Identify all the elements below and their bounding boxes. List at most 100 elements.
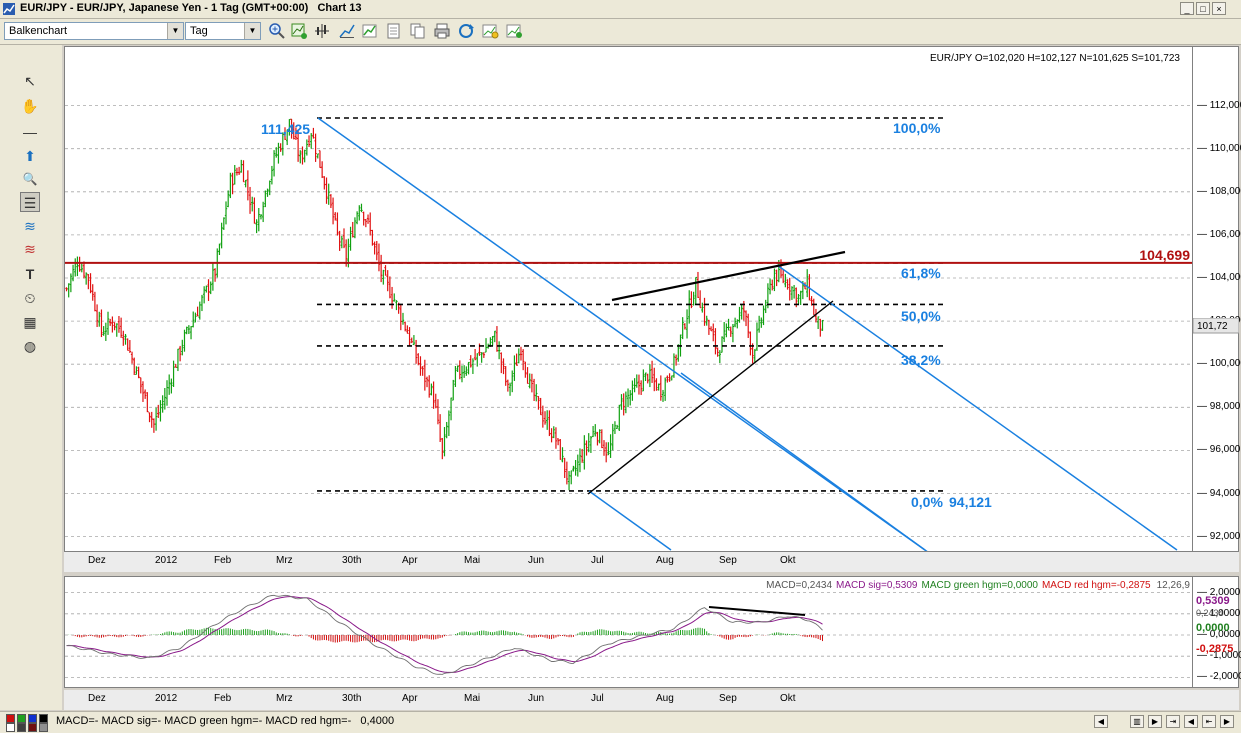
scroll-end-button[interactable]: ⇥ <box>1166 715 1180 728</box>
fibonacci-icon[interactable]: ≋ <box>24 218 36 234</box>
channel-line-upper <box>317 117 928 551</box>
period-select[interactable]: Tag ▼ <box>185 22 261 40</box>
copy-icon[interactable] <box>409 22 427 40</box>
macd-panel[interactable]: MACD=0,2434 MACD sig=0,5309 MACD green hgm… <box>64 576 1193 688</box>
macd-red-label: MACD red hgm=-0,2875 <box>1042 580 1151 591</box>
settings-icon[interactable] <box>481 22 499 40</box>
zoom-out-button[interactable]: ▥ <box>1130 715 1144 728</box>
y-tick-label: — 108,000 <box>1197 185 1241 197</box>
title-bar: EUR/JPY - EUR/JPY, Japanese Yen - 1 Tag … <box>0 0 1241 19</box>
fib-618-label: 61,8% <box>901 265 941 281</box>
price-chart[interactable]: 111,425 100,0% 61,8% 50,0% 38,2% 0,0% 94,121 10… <box>64 46 1193 552</box>
scroll-back-button[interactable]: ◀ <box>1184 715 1198 728</box>
x-tick-label: Jul <box>591 555 604 566</box>
refresh-icon[interactable] <box>457 22 475 40</box>
color-swatch-green[interactable] <box>17 714 26 723</box>
zoom-icon[interactable]: 🔍 <box>22 172 38 186</box>
chevron-down-icon[interactable]: ▼ <box>167 23 183 39</box>
macd-y-tick-label: — 0,0000 <box>1197 629 1241 640</box>
macd-axis: — 2,0000 — 1,0000 — 0,0000 — -1,0000 — -2,00… <box>1193 576 1241 688</box>
x-tick-label: 30th <box>342 693 362 704</box>
color-swatch-gray[interactable] <box>39 723 48 732</box>
channel-line-mid <box>680 372 926 551</box>
macd-y-tick-label: — -2,0000 <box>1197 671 1241 683</box>
time-axis: Dez 2012 Feb Mrz 30th Apr Mai Jun Jul Aug Sep Okt <box>64 552 1239 572</box>
page-icon[interactable] <box>385 22 403 40</box>
text-icon[interactable]: T <box>25 266 35 282</box>
alarm-icon[interactable]: ⏲ <box>24 290 36 306</box>
price-axis[interactable]: — 112,000 — 110,000 — 108,000 — 106,000 — 10… <box>1193 46 1241 552</box>
last-price-tag: 101,72 <box>1193 318 1239 334</box>
trend-line-support <box>587 300 834 495</box>
status-legend: MACD=- MACD sig=- MACD green hgm=- MACD … <box>56 715 352 727</box>
print-icon[interactable] <box>433 22 451 40</box>
channel-line-lower <box>588 490 672 551</box>
scroll-right-button[interactable]: ▶ <box>1148 715 1162 728</box>
zoom-in-icon[interactable] <box>268 22 286 40</box>
macd-value-tag: 0,2434 <box>1196 608 1224 618</box>
time-axis-macd: Dez 2012 Feb Mrz 30th Apr Mai Jun Jul Aug Sep Okt <box>64 690 1239 710</box>
close-button[interactable]: × <box>1212 2 1226 15</box>
x-tick-label: Okt <box>780 693 796 704</box>
color-swatch-white[interactable] <box>6 723 15 732</box>
arrow-up-icon[interactable]: ⬆ <box>24 148 36 164</box>
x-tick-label: Mai <box>464 693 481 704</box>
macd-chart-svg: MACD=0,2434 MACD sig=0,5309 MACD green hgm… <box>65 580 1192 678</box>
status-text: MACD=- MACD sig=- MACD green hgm=- MACD … <box>56 715 394 727</box>
chart-type-value: Balkenchart <box>9 25 68 37</box>
x-tick-label: Feb <box>214 555 232 566</box>
fan-icon[interactable]: ≋ <box>24 241 36 257</box>
chart-name: Chart 13 <box>317 2 362 14</box>
last-price: 101,72 <box>1197 321 1228 332</box>
x-tick-label: Sep <box>719 693 737 704</box>
x-tick-label: Sep <box>719 555 737 566</box>
x-tick-label: Okt <box>780 555 796 566</box>
chart-type-select[interactable]: Balkenchart ▼ <box>4 22 184 40</box>
window-title: EUR/JPY - EUR/JPY, Japanese Yen - 1 Tag … <box>20 2 361 14</box>
scroll-left-button[interactable]: ◀ <box>1094 715 1108 728</box>
chevron-down-icon[interactable]: ▼ <box>244 23 260 39</box>
x-tick-label: Aug <box>656 555 674 566</box>
crosshair-icon[interactable] <box>313 22 331 40</box>
line-icon[interactable]: — <box>23 124 37 140</box>
properties-icon[interactable] <box>505 22 523 40</box>
calculator-icon[interactable]: ▦ <box>23 314 37 330</box>
x-tick-label: 2012 <box>155 555 178 566</box>
scroll-start-button[interactable]: ⇤ <box>1202 715 1216 728</box>
y-tick-label: — 104,000 <box>1197 272 1241 283</box>
x-tick-label: Mai <box>464 555 481 566</box>
macd-y-tick-label: — -1,0000 <box>1197 650 1241 662</box>
x-tick-label: 2012 <box>155 693 178 704</box>
color-swatch-blue[interactable] <box>28 714 37 723</box>
price-chart-svg: 111,425 100,0% 61,8% 50,0% 38,2% 0,0% 94,121 10… <box>65 53 1192 551</box>
trend-icon[interactable] <box>361 22 379 40</box>
color-swatch-maroon[interactable] <box>28 723 37 732</box>
x-tick-label: Dez <box>88 555 106 566</box>
paint-icon[interactable]: ◍ <box>23 338 37 354</box>
y-tick-label: — 106,000 <box>1197 228 1241 240</box>
y-tick-label: — 94,000 <box>1197 487 1241 499</box>
minimize-button[interactable]: _ <box>1180 2 1194 15</box>
macd-y-tick-label: — 1,0000 <box>1197 607 1241 619</box>
level-low-label: 94,121 <box>949 494 992 510</box>
draw-line-icon[interactable] <box>338 22 356 40</box>
y-tick-label: — 98,000 <box>1197 401 1241 413</box>
macd-sig-label: MACD sig=0,5309 <box>836 580 918 591</box>
macd-red-tag: -0,2875 <box>1196 643 1234 655</box>
period-value: Tag <box>190 25 208 37</box>
channel-line-short <box>776 264 1178 551</box>
color-swatch-black[interactable] <box>39 714 48 723</box>
scroll-next-button[interactable]: ▶ <box>1220 715 1234 728</box>
ohlc-readout: EUR/JPY O=102,020 H=102,127 N=101,625 S=… <box>930 53 1180 64</box>
x-tick-label: Mrz <box>276 693 293 704</box>
hand-icon[interactable]: ✋ <box>21 98 39 114</box>
color-swatch-dark[interactable] <box>17 723 26 732</box>
indicator-icon[interactable] <box>290 22 308 40</box>
pointer-icon[interactable]: ↖ <box>24 73 36 89</box>
macd-green-label: MACD green hgm=0,0000 <box>921 580 1038 591</box>
color-swatch-red[interactable] <box>6 714 15 723</box>
maximize-button[interactable]: □ <box>1196 2 1210 15</box>
x-tick-label: 30th <box>342 555 362 566</box>
grid-icon[interactable]: ☰ <box>20 192 40 212</box>
y-tick-label: — 110,000 <box>1197 142 1241 154</box>
